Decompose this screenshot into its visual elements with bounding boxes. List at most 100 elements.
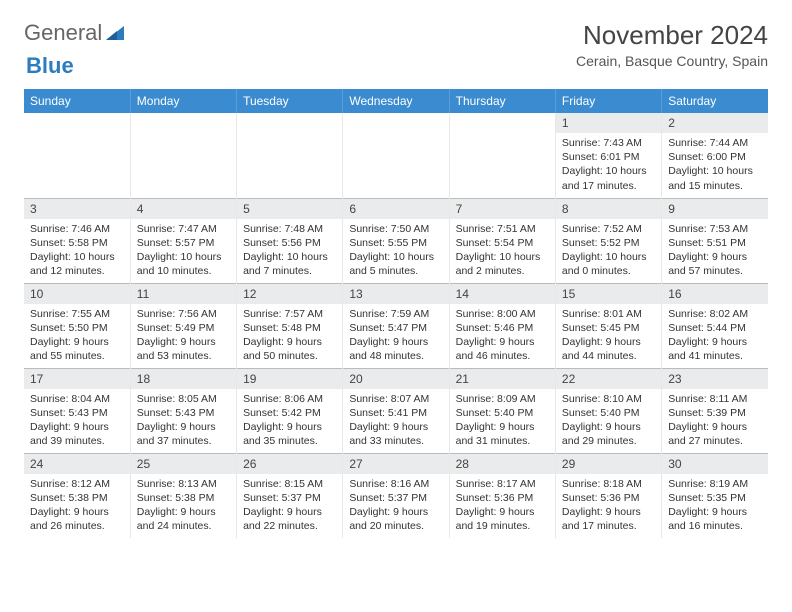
day-detail-line: and 0 minutes. bbox=[562, 264, 655, 278]
day-detail-line: Sunrise: 8:13 AM bbox=[137, 477, 230, 491]
weekday-header: Tuesday bbox=[237, 89, 343, 113]
day-detail-line: Sunset: 5:50 PM bbox=[30, 321, 124, 335]
day-number: 20 bbox=[343, 369, 448, 389]
day-details: Sunrise: 8:12 AMSunset: 5:38 PMDaylight:… bbox=[24, 474, 130, 537]
day-detail-line: Daylight: 9 hours bbox=[137, 335, 230, 349]
day-detail-line: Sunset: 5:43 PM bbox=[137, 406, 230, 420]
calendar-day-cell: 22Sunrise: 8:10 AMSunset: 5:40 PMDayligh… bbox=[555, 368, 661, 453]
day-details: Sunrise: 7:56 AMSunset: 5:49 PMDaylight:… bbox=[131, 304, 236, 367]
day-detail-line: Sunrise: 8:06 AM bbox=[243, 392, 336, 406]
calendar-day-cell: 28Sunrise: 8:17 AMSunset: 5:36 PMDayligh… bbox=[449, 453, 555, 538]
day-detail-line: and 35 minutes. bbox=[243, 434, 336, 448]
day-detail-line: Sunrise: 8:15 AM bbox=[243, 477, 336, 491]
calendar-day-cell: 14Sunrise: 8:00 AMSunset: 5:46 PMDayligh… bbox=[449, 283, 555, 368]
day-number: 11 bbox=[131, 284, 236, 304]
day-detail-line: Daylight: 9 hours bbox=[349, 335, 442, 349]
day-detail-line: Daylight: 9 hours bbox=[243, 335, 336, 349]
day-details: Sunrise: 7:51 AMSunset: 5:54 PMDaylight:… bbox=[450, 219, 555, 282]
day-detail-line: Sunrise: 7:57 AM bbox=[243, 307, 336, 321]
day-detail-line: and 57 minutes. bbox=[668, 264, 762, 278]
day-details: Sunrise: 8:15 AMSunset: 5:37 PMDaylight:… bbox=[237, 474, 342, 537]
calendar-day-cell: 20Sunrise: 8:07 AMSunset: 5:41 PMDayligh… bbox=[343, 368, 449, 453]
day-detail-line: Sunrise: 8:16 AM bbox=[349, 477, 442, 491]
calendar-table: Sunday Monday Tuesday Wednesday Thursday… bbox=[24, 89, 768, 538]
day-detail-line: Daylight: 10 hours bbox=[562, 164, 655, 178]
day-details: Sunrise: 8:18 AMSunset: 5:36 PMDaylight:… bbox=[556, 474, 661, 537]
day-number: 30 bbox=[662, 454, 768, 474]
day-detail-line: Sunrise: 8:01 AM bbox=[562, 307, 655, 321]
day-details: Sunrise: 8:07 AMSunset: 5:41 PMDaylight:… bbox=[343, 389, 448, 452]
day-detail-line: and 33 minutes. bbox=[349, 434, 442, 448]
calendar-week-row: 10Sunrise: 7:55 AMSunset: 5:50 PMDayligh… bbox=[24, 283, 768, 368]
day-detail-line: Daylight: 9 hours bbox=[30, 420, 124, 434]
day-detail-line: and 17 minutes. bbox=[562, 519, 655, 533]
logo-triangle-icon bbox=[106, 20, 124, 46]
calendar-day-cell: 11Sunrise: 7:56 AMSunset: 5:49 PMDayligh… bbox=[130, 283, 236, 368]
month-title: November 2024 bbox=[576, 20, 768, 51]
calendar-week-row: 24Sunrise: 8:12 AMSunset: 5:38 PMDayligh… bbox=[24, 453, 768, 538]
day-details: Sunrise: 7:59 AMSunset: 5:47 PMDaylight:… bbox=[343, 304, 448, 367]
day-detail-line: Daylight: 10 hours bbox=[562, 250, 655, 264]
day-detail-line: Daylight: 10 hours bbox=[349, 250, 442, 264]
day-number: 3 bbox=[24, 199, 130, 219]
day-details: Sunrise: 7:50 AMSunset: 5:55 PMDaylight:… bbox=[343, 219, 448, 282]
day-details: Sunrise: 7:55 AMSunset: 5:50 PMDaylight:… bbox=[24, 304, 130, 367]
calendar-day-cell: 3Sunrise: 7:46 AMSunset: 5:58 PMDaylight… bbox=[24, 198, 130, 283]
day-detail-line: Daylight: 9 hours bbox=[349, 505, 442, 519]
day-detail-line: Daylight: 10 hours bbox=[456, 250, 549, 264]
day-detail-line: Sunset: 5:58 PM bbox=[30, 236, 124, 250]
day-detail-line: and 50 minutes. bbox=[243, 349, 336, 363]
calendar-day-cell: 26Sunrise: 8:15 AMSunset: 5:37 PMDayligh… bbox=[237, 453, 343, 538]
day-detail-line: and 10 minutes. bbox=[137, 264, 230, 278]
day-number: 26 bbox=[237, 454, 342, 474]
day-details: Sunrise: 7:57 AMSunset: 5:48 PMDaylight:… bbox=[237, 304, 342, 367]
day-detail-line: Daylight: 9 hours bbox=[562, 420, 655, 434]
calendar-day-cell: 19Sunrise: 8:06 AMSunset: 5:42 PMDayligh… bbox=[237, 368, 343, 453]
day-details: Sunrise: 7:43 AMSunset: 6:01 PMDaylight:… bbox=[556, 133, 661, 196]
day-details: Sunrise: 7:53 AMSunset: 5:51 PMDaylight:… bbox=[662, 219, 768, 282]
calendar-day-cell: 8Sunrise: 7:52 AMSunset: 5:52 PMDaylight… bbox=[555, 198, 661, 283]
calendar-day-cell: 7Sunrise: 7:51 AMSunset: 5:54 PMDaylight… bbox=[449, 198, 555, 283]
day-detail-line: Sunrise: 7:43 AM bbox=[562, 136, 655, 150]
weekday-header: Monday bbox=[130, 89, 236, 113]
day-detail-line: and 44 minutes. bbox=[562, 349, 655, 363]
day-detail-line: Sunset: 5:55 PM bbox=[349, 236, 442, 250]
day-number: 5 bbox=[237, 199, 342, 219]
day-details: Sunrise: 8:01 AMSunset: 5:45 PMDaylight:… bbox=[556, 304, 661, 367]
day-detail-line: and 37 minutes. bbox=[137, 434, 230, 448]
day-detail-line: Sunrise: 7:48 AM bbox=[243, 222, 336, 236]
weekday-header: Saturday bbox=[662, 89, 768, 113]
day-detail-line: and 2 minutes. bbox=[456, 264, 549, 278]
calendar-day-cell: 9Sunrise: 7:53 AMSunset: 5:51 PMDaylight… bbox=[662, 198, 768, 283]
day-number: 1 bbox=[556, 113, 661, 133]
day-details: Sunrise: 8:13 AMSunset: 5:38 PMDaylight:… bbox=[131, 474, 236, 537]
calendar-day-cell bbox=[24, 113, 130, 198]
day-detail-line: Sunrise: 7:51 AM bbox=[456, 222, 549, 236]
day-detail-line: Sunrise: 8:05 AM bbox=[137, 392, 230, 406]
day-detail-line: Sunrise: 7:46 AM bbox=[30, 222, 124, 236]
calendar-day-cell bbox=[237, 113, 343, 198]
day-details: Sunrise: 8:00 AMSunset: 5:46 PMDaylight:… bbox=[450, 304, 555, 367]
day-detail-line: Daylight: 9 hours bbox=[456, 335, 549, 349]
day-details: Sunrise: 7:52 AMSunset: 5:52 PMDaylight:… bbox=[556, 219, 661, 282]
day-detail-line: Sunset: 5:43 PM bbox=[30, 406, 124, 420]
day-detail-line: Sunset: 5:47 PM bbox=[349, 321, 442, 335]
day-detail-line: and 39 minutes. bbox=[30, 434, 124, 448]
calendar-day-cell: 1Sunrise: 7:43 AMSunset: 6:01 PMDaylight… bbox=[555, 113, 661, 198]
day-detail-line: and 5 minutes. bbox=[349, 264, 442, 278]
weekday-header: Wednesday bbox=[343, 89, 449, 113]
day-detail-line: and 17 minutes. bbox=[562, 179, 655, 193]
calendar-day-cell: 12Sunrise: 7:57 AMSunset: 5:48 PMDayligh… bbox=[237, 283, 343, 368]
day-number: 17 bbox=[24, 369, 130, 389]
day-detail-line: Sunrise: 8:00 AM bbox=[456, 307, 549, 321]
day-detail-line: and 24 minutes. bbox=[137, 519, 230, 533]
day-detail-line: Daylight: 10 hours bbox=[668, 164, 762, 178]
day-detail-line: Daylight: 9 hours bbox=[668, 505, 762, 519]
day-detail-line: Daylight: 9 hours bbox=[243, 505, 336, 519]
day-detail-line: and 31 minutes. bbox=[456, 434, 549, 448]
day-detail-line: Daylight: 9 hours bbox=[30, 505, 124, 519]
logo: General bbox=[24, 20, 124, 46]
day-detail-line: Sunrise: 8:10 AM bbox=[562, 392, 655, 406]
day-detail-line: Sunset: 5:37 PM bbox=[243, 491, 336, 505]
day-detail-line: Sunset: 5:41 PM bbox=[349, 406, 442, 420]
